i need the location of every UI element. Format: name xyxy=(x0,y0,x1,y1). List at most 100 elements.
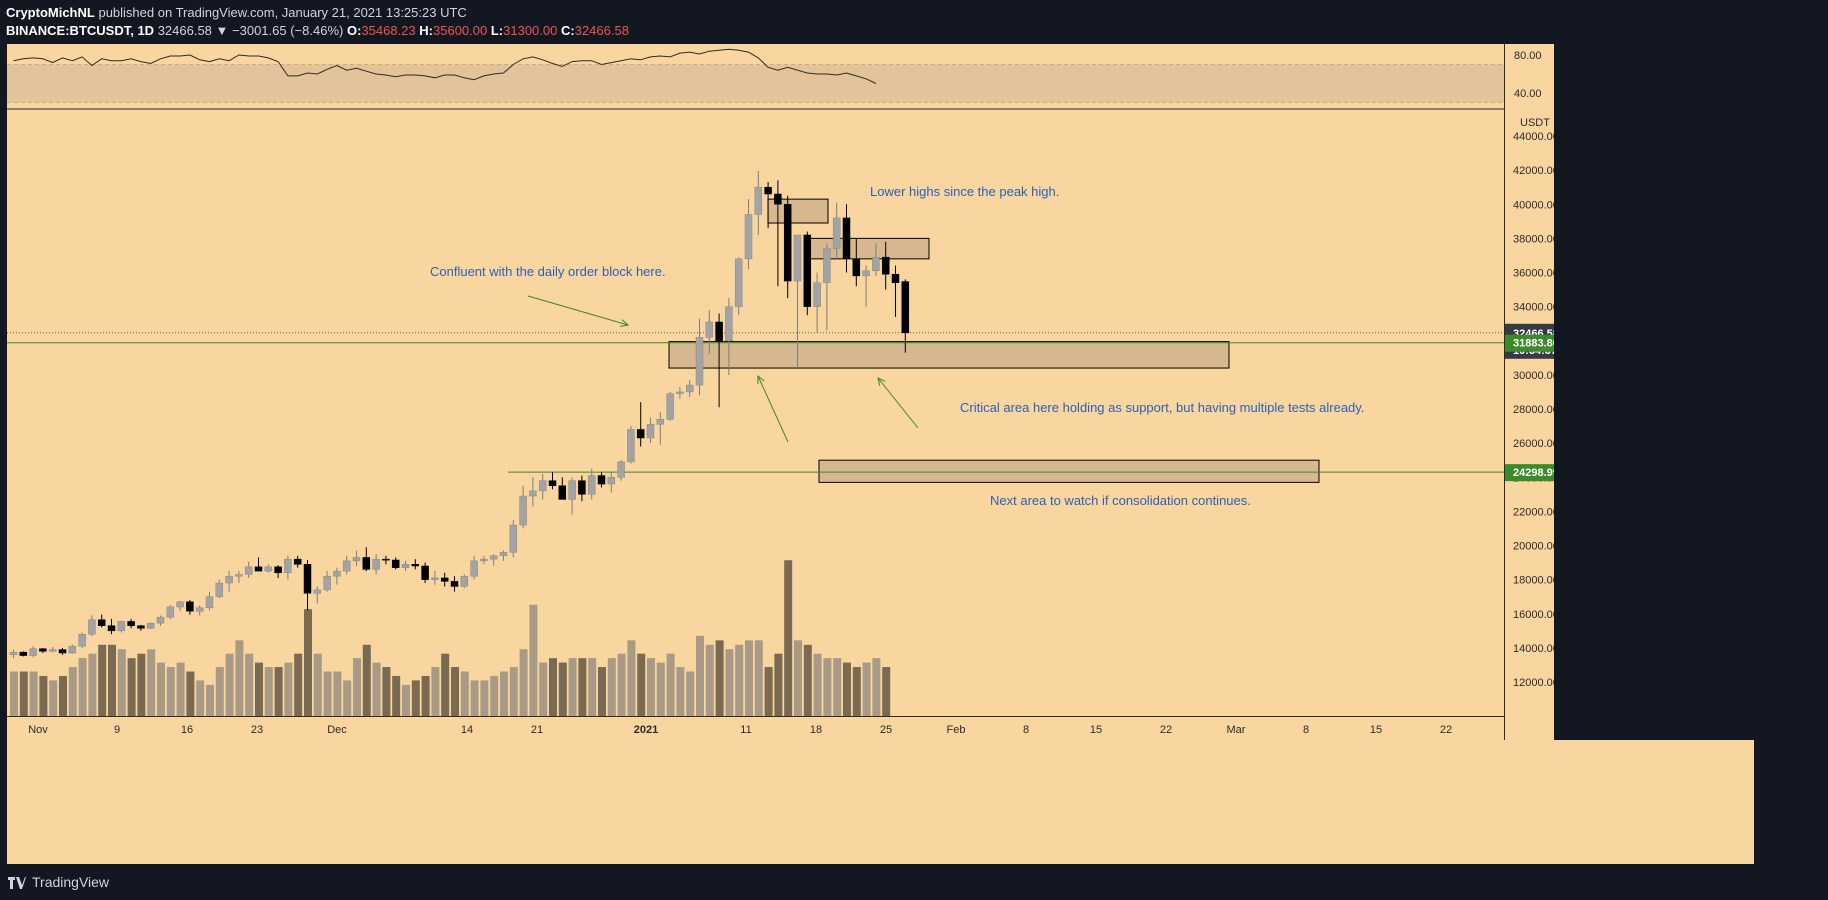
volume-bar xyxy=(304,609,312,716)
volume-bar xyxy=(402,684,410,716)
candle-body xyxy=(627,429,635,463)
tradingview-logo[interactable]: TradingView xyxy=(8,874,109,890)
volume-bar xyxy=(421,675,430,716)
candle-body xyxy=(362,557,371,570)
candle-body xyxy=(548,480,557,487)
author-name[interactable]: CryptoMichNL xyxy=(6,5,95,20)
level-price-tag[interactable] xyxy=(1505,464,1557,482)
price-tick-label: 34000.00 xyxy=(1513,302,1559,314)
candle-body xyxy=(421,565,429,580)
time-tick-label: 22 xyxy=(1440,724,1452,736)
volume-bar xyxy=(441,653,450,716)
time-tick-label: 23 xyxy=(251,724,263,736)
volume-bar xyxy=(735,644,744,716)
price-tick-label: 18000.00 xyxy=(1513,575,1559,587)
candle-body xyxy=(725,306,733,341)
time-tick-label: Feb xyxy=(947,724,966,736)
candle-body xyxy=(901,281,910,334)
open-label: O: xyxy=(346,23,362,38)
volume-bar xyxy=(882,667,891,716)
annotation-text: Lower highs since the peak high. xyxy=(870,184,1059,199)
candle-body xyxy=(538,480,547,492)
volume-bar xyxy=(294,653,303,716)
volume-bar xyxy=(862,662,871,716)
candle-body xyxy=(9,651,18,655)
time-tick-label: Mar xyxy=(1227,724,1246,736)
candle-body xyxy=(342,560,351,572)
candle-body xyxy=(215,582,224,597)
candle-body xyxy=(656,418,665,425)
volume-bar xyxy=(206,684,214,716)
volume-bar xyxy=(803,644,812,716)
level-price-tag[interactable] xyxy=(1505,334,1557,352)
candle-body xyxy=(431,577,439,580)
order-block-zone[interactable] xyxy=(668,341,1230,369)
candle-body xyxy=(774,193,782,205)
price-tick-label: 22000.00 xyxy=(1513,506,1559,518)
volume-bar xyxy=(108,644,116,716)
volume-bar xyxy=(98,644,107,716)
candle-body xyxy=(705,321,714,338)
candle-body xyxy=(617,461,625,478)
open-value: 35468.23 xyxy=(361,23,416,38)
price-axis[interactable]: 80.00 40.00 USDT 44000.00 42000.00 40000.00 38… xyxy=(1504,44,1559,864)
order-block-zone[interactable] xyxy=(818,459,1320,483)
volume-bar xyxy=(833,658,842,716)
volume-bar xyxy=(578,658,587,716)
price-tick-label: 44000.00 xyxy=(1513,131,1559,143)
volume-bar xyxy=(549,658,557,716)
volume-bar xyxy=(823,658,832,716)
candle-body xyxy=(881,256,890,275)
volume-bar xyxy=(558,662,567,716)
candle-body xyxy=(872,256,880,272)
price-tick-label: 14000.00 xyxy=(1513,643,1559,655)
tradingview-icon xyxy=(8,876,26,889)
rsi-line xyxy=(13,48,877,84)
volume-bar xyxy=(617,653,626,716)
volume-bar xyxy=(215,667,224,716)
annotation-arrow xyxy=(757,375,789,443)
price-chart[interactable]: Confluent with the daily order block her… xyxy=(0,44,1828,864)
candle-body xyxy=(666,393,674,420)
candle-body xyxy=(78,633,86,647)
candle-body xyxy=(823,248,831,283)
candle-body xyxy=(529,490,537,497)
annotation-arrow xyxy=(877,377,919,429)
arrow-head xyxy=(620,319,630,327)
volume-bar xyxy=(68,667,77,716)
candle-body xyxy=(107,625,116,632)
time-axis[interactable]: Nov 9 16 23 Dec 14 21 2021 11 18 25 Feb 8 15 22 Mar 8 15 2… xyxy=(7,44,1828,740)
volume-bar xyxy=(627,640,636,716)
volume-bar xyxy=(588,658,597,716)
candle-body xyxy=(372,558,380,570)
candle-body xyxy=(568,480,576,500)
candle-body xyxy=(39,648,47,652)
volume-bar xyxy=(225,653,234,716)
time-axis-background xyxy=(7,716,1504,740)
candle-body xyxy=(813,282,821,307)
symbol-label: BINANCE:BTCUSDT, 1D xyxy=(6,23,155,38)
candle-body xyxy=(382,558,390,561)
candle-body xyxy=(391,559,400,568)
candle-body xyxy=(264,566,273,572)
candle-body xyxy=(411,564,420,567)
volume-bar xyxy=(127,658,136,716)
candle-body xyxy=(578,480,586,495)
candle-body xyxy=(450,581,459,587)
volume-bar xyxy=(460,671,469,716)
brand-name: TradingView xyxy=(32,874,110,890)
volume-bar xyxy=(784,560,793,716)
candle-body xyxy=(460,575,469,587)
axis-corner xyxy=(1505,716,1554,740)
change-text: ▼ −3001.65 (−8.46%) xyxy=(215,23,344,38)
candle-body xyxy=(97,619,106,626)
volume-bar xyxy=(235,640,244,716)
volume-bar xyxy=(794,640,802,716)
candle-body xyxy=(470,560,478,577)
candle-body xyxy=(783,204,792,282)
level-price-label: 24298.99 xyxy=(1513,467,1559,479)
annotation-text: Confluent with the daily order block her… xyxy=(430,264,666,279)
time-tick-label: 15 xyxy=(1090,724,1102,736)
volume-bar xyxy=(29,671,38,716)
volume-bar xyxy=(353,658,361,716)
